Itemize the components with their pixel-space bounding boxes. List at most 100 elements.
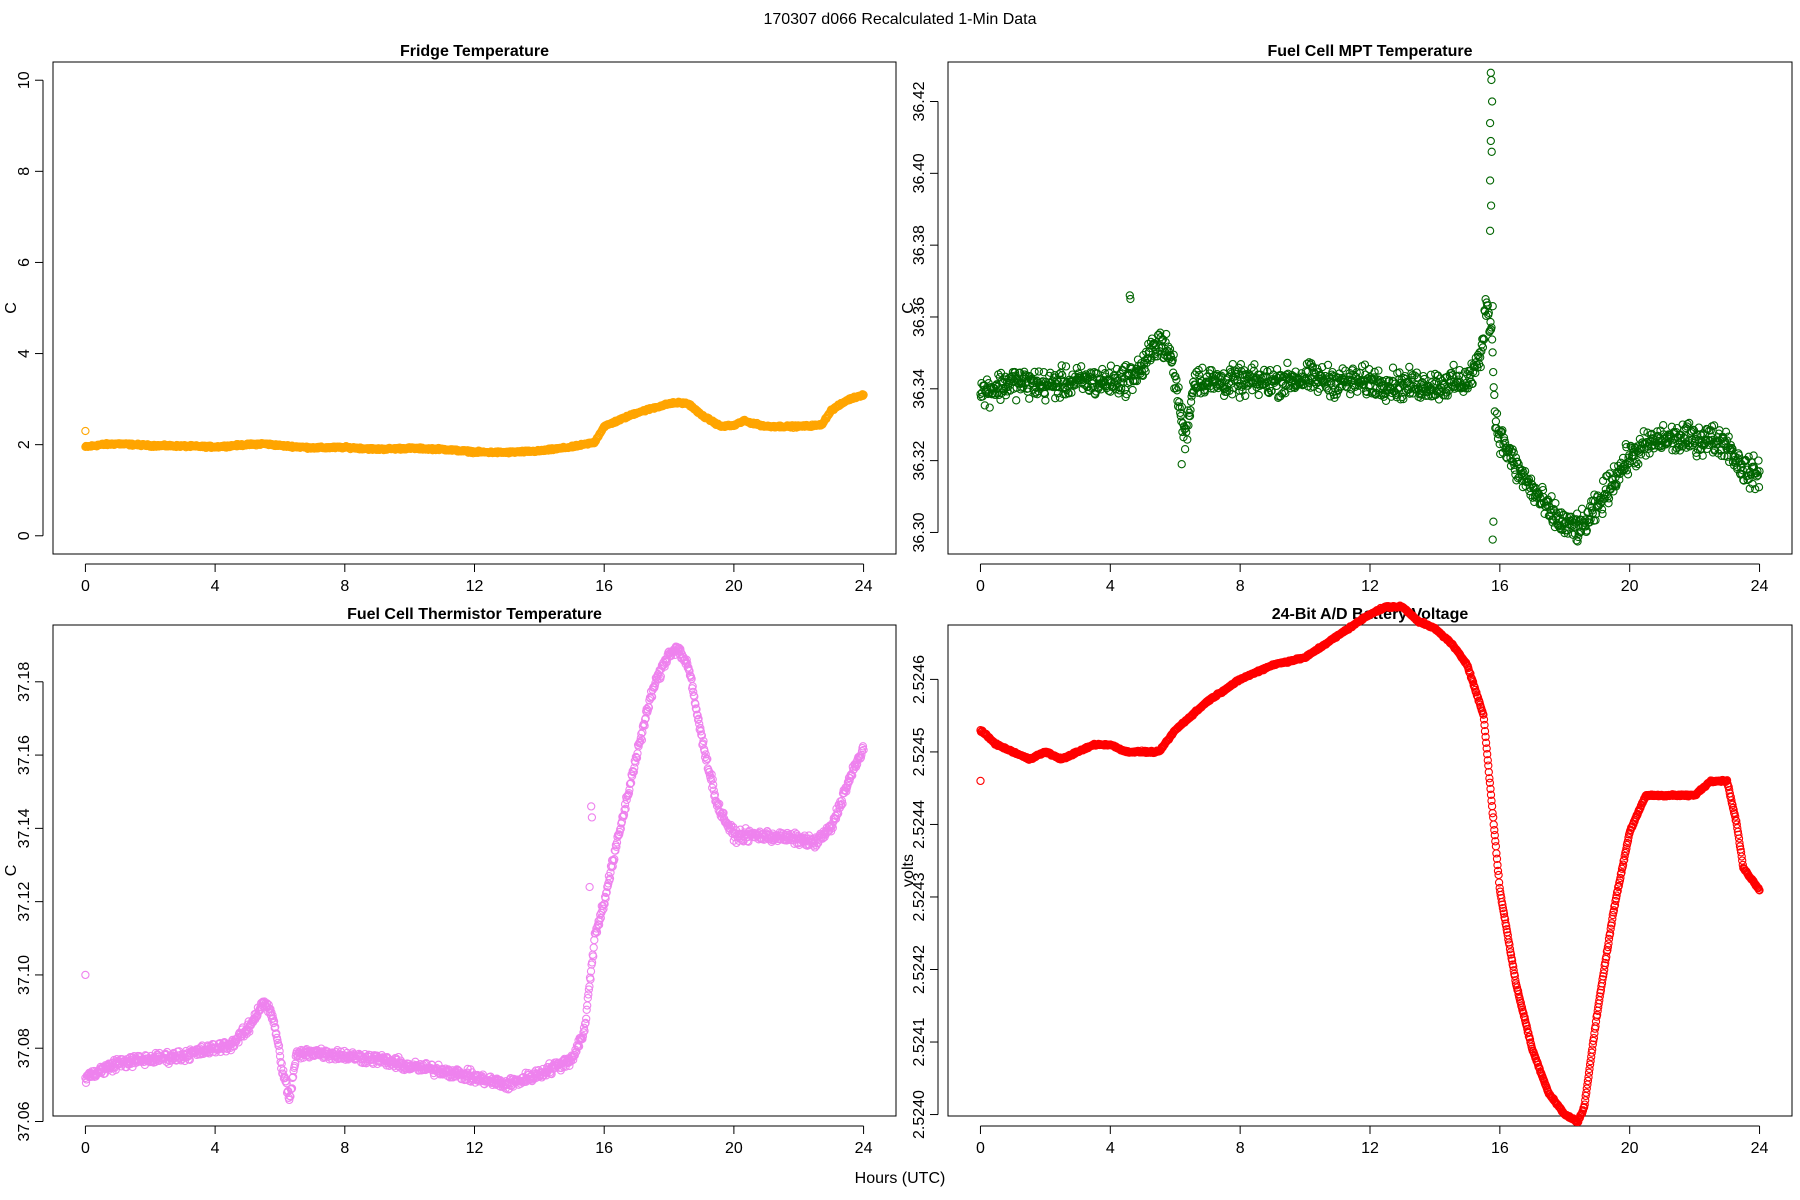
y-tick-label: 8 <box>16 167 33 176</box>
data-point <box>1487 323 1496 332</box>
x-tick-label: 20 <box>725 578 743 595</box>
x-tick-label: 4 <box>211 578 220 595</box>
x-tick-label: 12 <box>466 578 484 595</box>
data-point <box>1186 405 1195 415</box>
data-point <box>1430 379 1439 388</box>
y-tick-label: 37.06 <box>16 1101 33 1141</box>
y-tick-label: 4 <box>16 349 33 358</box>
x-tick-label: 8 <box>1236 578 1245 595</box>
data-point <box>1128 385 1137 395</box>
x-tick-label: 4 <box>1106 578 1115 595</box>
data-point <box>1200 386 1210 395</box>
data-point <box>982 375 992 384</box>
data-point <box>1174 383 1183 392</box>
data-point <box>1277 389 1287 398</box>
data-point <box>1476 353 1485 362</box>
outlier-point <box>1485 226 1495 235</box>
data-point <box>1479 335 1489 344</box>
data-point <box>1115 386 1124 395</box>
data-point <box>1452 377 1462 386</box>
y-axis-label: C <box>3 865 20 877</box>
data-point <box>1144 339 1153 349</box>
plot-frame <box>947 61 1793 555</box>
data-point <box>1423 382 1432 392</box>
data-point <box>1488 348 1497 357</box>
y-tick-label: 2 <box>16 440 33 449</box>
y-tick-label: 2.5244 <box>911 800 928 849</box>
x-tick-label: 24 <box>855 578 873 595</box>
y-tick-label: 37.10 <box>16 955 33 995</box>
data-point <box>1281 389 1290 398</box>
data-point <box>1122 390 1131 399</box>
data-point <box>1055 383 1064 392</box>
y-tick-label: 36.34 <box>911 369 928 409</box>
outlier-point <box>1486 68 1495 77</box>
data-point <box>1250 360 1259 369</box>
y-tick-label: 0 <box>16 531 33 540</box>
data-point <box>1145 347 1154 357</box>
outlier-point <box>1485 118 1495 128</box>
data-point <box>1303 367 1312 377</box>
data-point <box>1353 387 1362 396</box>
data-point <box>1151 349 1160 359</box>
data-point <box>1309 382 1318 391</box>
x-tick-label: 8 <box>340 578 349 595</box>
data-point <box>1051 394 1060 403</box>
data-point <box>1177 417 1186 426</box>
data-point <box>1162 329 1171 339</box>
data-point <box>1322 384 1332 393</box>
y-tick-label: 2.5242 <box>911 945 928 994</box>
x-tick-label: 24 <box>1751 1140 1769 1157</box>
outlier-point <box>1487 147 1496 156</box>
outlier-point <box>587 813 597 822</box>
data-point <box>1226 368 1235 377</box>
y-tick-label: 36.38 <box>911 225 928 265</box>
outlier-point <box>1486 136 1495 146</box>
x-tick-label: 20 <box>1621 578 1639 595</box>
data-point <box>1100 369 1110 378</box>
data-point <box>1057 361 1066 370</box>
data-point <box>1141 367 1150 376</box>
data-point <box>1176 411 1185 421</box>
data-point <box>1020 370 1030 379</box>
panel-title: Fridge Temperature <box>400 43 549 60</box>
data-point <box>1490 390 1499 400</box>
data-point <box>1468 379 1477 388</box>
outlier-point <box>1177 460 1186 469</box>
data-point <box>1175 398 1184 407</box>
data-point <box>1374 366 1383 375</box>
data-point <box>1462 378 1471 387</box>
data-point <box>1241 391 1250 401</box>
data-point <box>1054 378 1063 387</box>
data-point <box>589 943 598 952</box>
outlier-point <box>1487 97 1497 106</box>
data-point <box>1165 344 1175 354</box>
x-tick-label: 0 <box>976 578 985 595</box>
data-point <box>1308 362 1318 371</box>
data-point <box>1183 435 1192 444</box>
x-tick-label: 24 <box>855 1140 873 1157</box>
data-point <box>1030 367 1039 377</box>
data-point <box>1332 390 1341 399</box>
data-point <box>1443 391 1452 400</box>
y-tick-label: 37.12 <box>16 882 33 922</box>
data-point <box>1491 417 1501 426</box>
x-tick-label: 12 <box>466 1140 484 1157</box>
data-point <box>1172 375 1181 384</box>
data-point <box>1454 371 1464 380</box>
outlier-point <box>81 970 90 980</box>
data-point <box>1478 343 1488 352</box>
data-point <box>1187 392 1196 401</box>
data-point <box>1164 342 1173 351</box>
data-point <box>859 390 868 399</box>
y-tick-label: 37.14 <box>16 808 33 848</box>
x-tick-label: 4 <box>211 1140 220 1157</box>
y-tick-label: 2.5246 <box>911 655 928 704</box>
x-tick-label: 8 <box>1236 1140 1245 1157</box>
outlier-point <box>1486 201 1496 210</box>
data-point <box>1168 355 1177 365</box>
panel-title: Fuel Cell MPT Temperature <box>1267 43 1472 60</box>
data-point <box>1169 350 1178 359</box>
data-point <box>1061 362 1071 371</box>
